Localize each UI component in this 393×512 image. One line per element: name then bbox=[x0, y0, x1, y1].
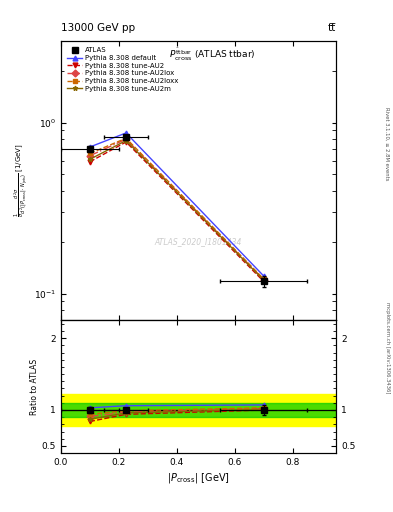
Bar bbox=[61, 394, 336, 426]
Text: $P_{\rm cross}^{\bar{\rm t}{\rm tbar}}$ (ATLAS ttbar): $P_{\rm cross}^{\bar{\rm t}{\rm tbar}}$ … bbox=[169, 47, 255, 63]
Text: Rivet 3.1.10, ≥ 2.8M events: Rivet 3.1.10, ≥ 2.8M events bbox=[385, 106, 389, 180]
Legend: ATLAS, Pythia 8.308 default, Pythia 8.308 tune-AU2, Pythia 8.308 tune-AU2lox, Py: ATLAS, Pythia 8.308 default, Pythia 8.30… bbox=[67, 47, 178, 92]
Text: ATLAS_2020_I1801434: ATLAS_2020_I1801434 bbox=[155, 238, 242, 246]
Bar bbox=[61, 403, 336, 417]
Text: 13000 GeV pp: 13000 GeV pp bbox=[61, 23, 135, 33]
Y-axis label: $\frac{1}{\sigma}\frac{d^{2}\sigma}{d^{2}(|P_{\rm cross}|\cdot N_{\rm jets})}$ [: $\frac{1}{\sigma}\frac{d^{2}\sigma}{d^{2… bbox=[13, 144, 31, 218]
X-axis label: $|P_{\rm cross}|$ [GeV]: $|P_{\rm cross}|$ [GeV] bbox=[167, 471, 230, 485]
Text: mcplots.cern.ch [arXiv:1306.3436]: mcplots.cern.ch [arXiv:1306.3436] bbox=[385, 303, 389, 394]
Text: tt̅: tt̅ bbox=[328, 23, 336, 33]
Y-axis label: Ratio to ATLAS: Ratio to ATLAS bbox=[30, 358, 39, 415]
